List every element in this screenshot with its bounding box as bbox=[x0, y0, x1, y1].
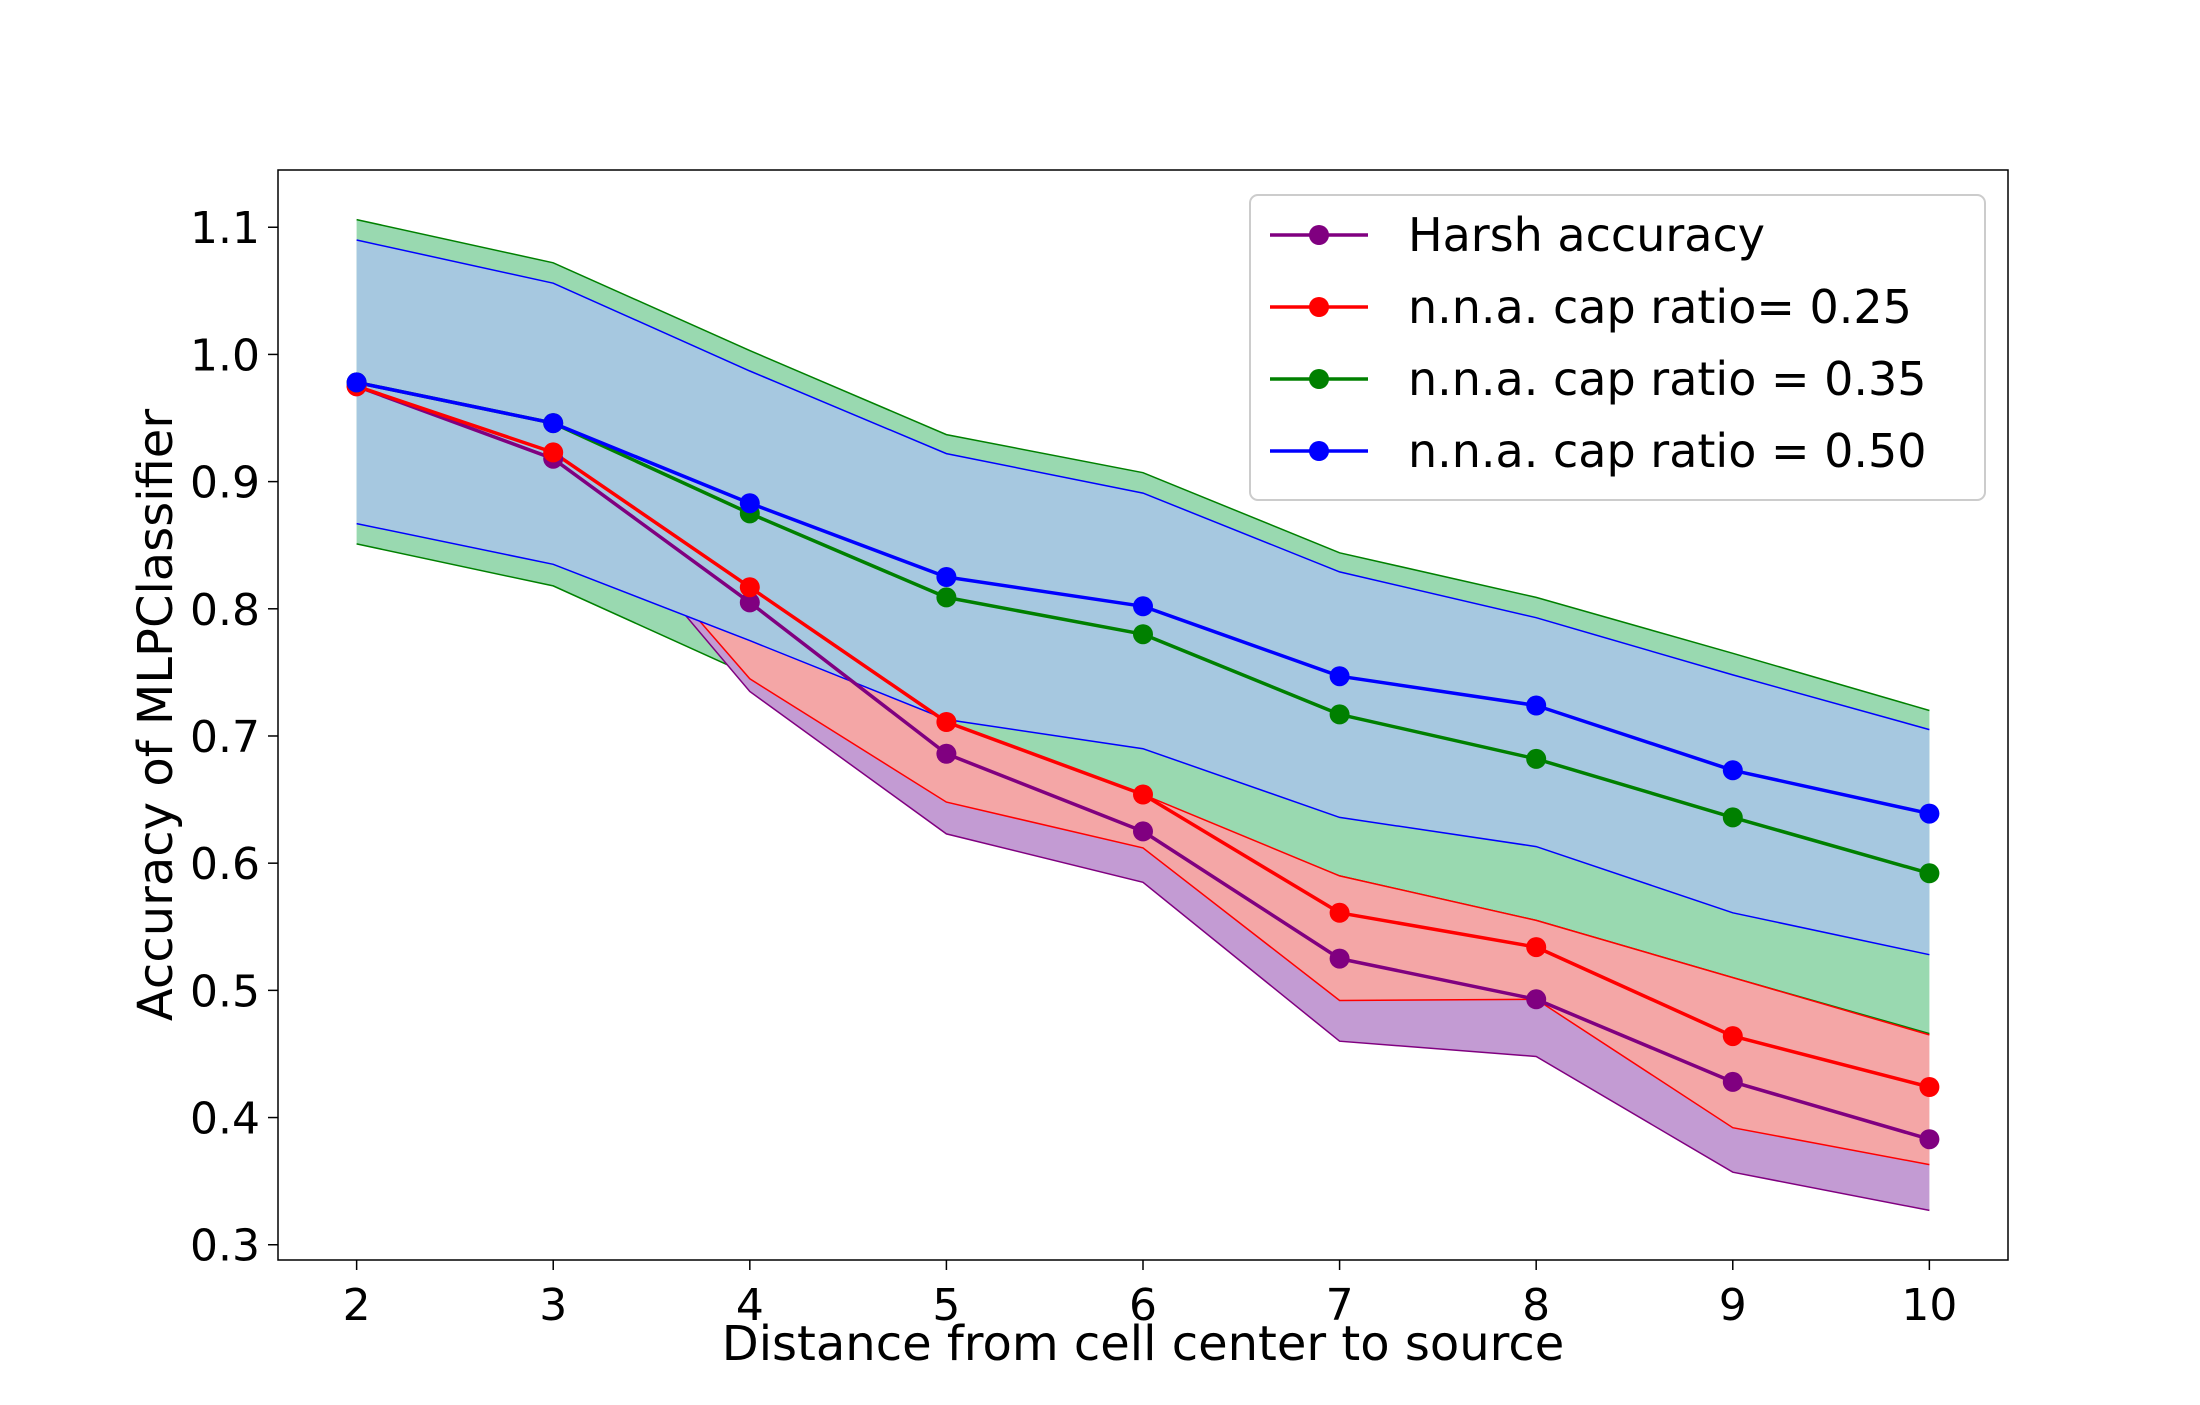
data-point-series-0-x-7 bbox=[1329, 948, 1350, 969]
data-point-series-3-x-2 bbox=[346, 372, 367, 393]
legend-marker-2 bbox=[1309, 369, 1329, 389]
data-point-series-1-x-3 bbox=[543, 442, 564, 463]
data-point-series-2-x-5 bbox=[936, 587, 957, 608]
data-point-series-2-x-8 bbox=[1526, 748, 1547, 769]
legend-marker-3 bbox=[1309, 441, 1329, 461]
series-points bbox=[346, 372, 1940, 1150]
x-tick-label-2: 2 bbox=[343, 1280, 371, 1331]
data-point-series-3-x-5 bbox=[936, 567, 957, 587]
legend-box bbox=[1249, 194, 1986, 501]
band-series-1 bbox=[356, 386, 1930, 1165]
y-tick-label-0: 0.3 bbox=[190, 1221, 260, 1272]
x-tick-label-3: 3 bbox=[539, 1280, 567, 1331]
y-tick-label-5: 0.8 bbox=[190, 585, 260, 636]
data-point-series-1-x-8 bbox=[1526, 937, 1547, 958]
x-tick-label-8: 8 bbox=[1522, 1280, 1550, 1331]
data-point-series-3-x-4 bbox=[739, 493, 760, 514]
data-point-series-3-x-7 bbox=[1329, 666, 1350, 687]
data-point-series-1-x-6 bbox=[1133, 784, 1153, 805]
x-tick-label-9: 9 bbox=[1719, 1280, 1747, 1331]
data-point-series-1-x-5 bbox=[936, 712, 957, 732]
data-point-series-3-x-9 bbox=[1722, 760, 1743, 781]
band-lower-edge-series-3 bbox=[356, 522, 1930, 956]
data-point-series-1-x-10 bbox=[1919, 1077, 1940, 1097]
legend-label-0: Harsh accuracy bbox=[1408, 208, 1765, 262]
x-tick-label-4: 4 bbox=[736, 1280, 764, 1331]
data-point-series-2-x-9 bbox=[1722, 807, 1743, 828]
data-point-series-3-x-10 bbox=[1919, 803, 1940, 824]
data-point-series-0-x-9 bbox=[1722, 1071, 1743, 1092]
legend-label-3: n.n.a. cap ratio = 0.50 bbox=[1408, 424, 1927, 478]
band-upper-edge-series-3 bbox=[356, 239, 1930, 731]
y-tick-label-8: 1.1 bbox=[190, 203, 260, 254]
legend-marker-0 bbox=[1309, 225, 1329, 245]
data-point-series-2-x-7 bbox=[1329, 704, 1350, 725]
legend: Harsh accuracy n.n.a. cap ratio= 0.25 n.n.… bbox=[1249, 194, 1986, 501]
band-upper-edge-series-2 bbox=[356, 218, 1930, 712]
x-tick-label-6: 6 bbox=[1129, 1280, 1157, 1331]
y-tick-label-3: 0.6 bbox=[190, 839, 260, 890]
y-tick-label-2: 0.5 bbox=[190, 966, 260, 1017]
data-point-series-2-x-10 bbox=[1919, 863, 1940, 884]
data-point-series-3-x-3 bbox=[543, 413, 564, 434]
data-point-series-3-x-8 bbox=[1526, 695, 1547, 716]
data-point-series-0-x-10 bbox=[1919, 1129, 1940, 1150]
legend-label-2: n.n.a. cap ratio = 0.35 bbox=[1408, 352, 1927, 406]
y-axis: 0.3 0.4 0.5 0.6 0.7 0.8 0.9 1.0 1.1 bbox=[190, 203, 278, 1272]
x-tick-label-5: 5 bbox=[932, 1280, 960, 1331]
x-axis-label: Distance from cell center to source bbox=[722, 1316, 1564, 1372]
y-axis-label: Accuracy of MLPClassifier bbox=[128, 409, 184, 1021]
data-point-series-0-x-6 bbox=[1133, 821, 1153, 842]
data-point-series-0-x-8 bbox=[1526, 989, 1547, 1010]
data-point-series-3-x-6 bbox=[1133, 596, 1153, 617]
legend-label-1: n.n.a. cap ratio= 0.25 bbox=[1408, 280, 1912, 334]
data-point-series-0-x-5 bbox=[936, 743, 957, 764]
legend-marker-1 bbox=[1309, 297, 1329, 317]
x-axis: 2 3 4 5 6 7 8 9 10 bbox=[343, 1260, 1957, 1331]
y-tick-label-6: 0.9 bbox=[190, 458, 260, 509]
data-point-series-1-x-4 bbox=[739, 577, 760, 598]
data-point-series-1-x-7 bbox=[1329, 902, 1350, 923]
x-tick-label-7: 7 bbox=[1326, 1280, 1354, 1331]
y-tick-label-1: 0.4 bbox=[190, 1094, 260, 1145]
data-point-series-0-x-4 bbox=[739, 592, 760, 613]
data-point-series-2-x-6 bbox=[1133, 624, 1153, 645]
x-tick-label-10: 10 bbox=[1901, 1280, 1957, 1331]
y-tick-label-7: 1.0 bbox=[190, 330, 260, 381]
y-tick-label-4: 0.7 bbox=[190, 712, 260, 763]
data-point-series-1-x-9 bbox=[1722, 1026, 1743, 1047]
